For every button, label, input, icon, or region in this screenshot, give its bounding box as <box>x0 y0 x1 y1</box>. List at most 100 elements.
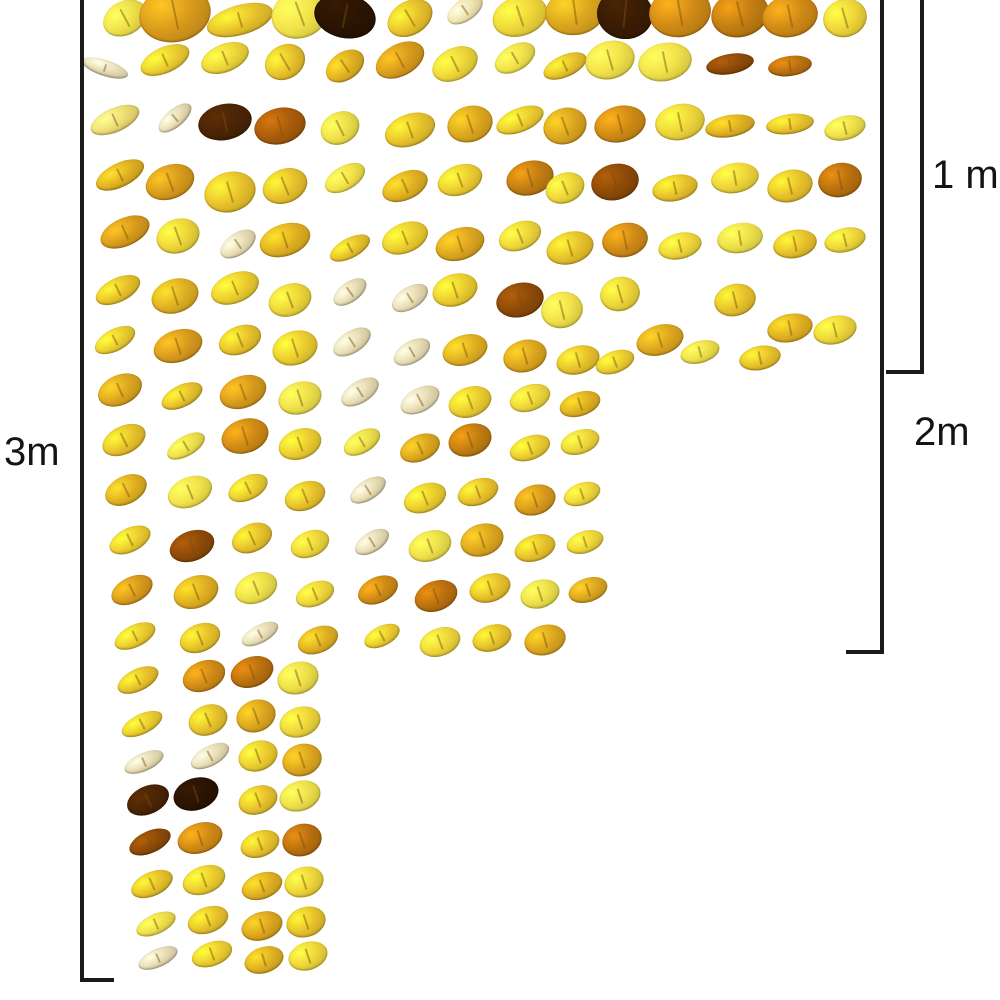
sequin-center-hole <box>178 390 186 402</box>
sequin-disc <box>710 279 760 321</box>
sequin-disc <box>565 572 611 608</box>
sequin-disc <box>539 46 591 86</box>
sequin-disc <box>499 334 551 378</box>
sequin-center-hole <box>566 239 574 257</box>
sequin-center-hole <box>200 872 208 888</box>
sequin-disc <box>273 656 323 700</box>
sequin-disc <box>736 341 784 375</box>
sequin-disc <box>557 424 603 460</box>
sequin-center-hole <box>456 235 464 253</box>
sequin-disc <box>86 98 144 142</box>
sequin-disc <box>516 574 564 614</box>
sequin-center-hole <box>206 750 214 762</box>
sequin-disc <box>286 524 334 564</box>
sequin-disc <box>151 212 205 260</box>
sequin-disc <box>766 53 814 79</box>
sequin-center-hole <box>119 432 129 448</box>
sequin-center-hole <box>516 228 524 244</box>
sequin-disc <box>169 771 223 817</box>
sequin-center-hole <box>837 170 843 190</box>
sequin-disc <box>763 164 817 208</box>
bracket-stem-vertical <box>920 0 924 374</box>
sequin-center-hole <box>577 397 583 411</box>
sequin-disc <box>758 0 822 43</box>
sequin-center-hole <box>489 630 495 646</box>
sequin-center-hole <box>121 482 131 498</box>
sequin-disc <box>237 906 287 946</box>
sequin-disc <box>157 376 207 416</box>
sequin-disc <box>92 366 148 414</box>
sequin-center-hole <box>426 537 434 555</box>
sequin-center-hole <box>111 113 119 127</box>
sequin-center-hole <box>461 341 469 359</box>
sequin-disc <box>280 475 330 517</box>
sequin-center-hole <box>622 0 628 29</box>
sequin-disc <box>163 469 217 515</box>
sequin-center-hole <box>364 484 372 496</box>
sequin-center-hole <box>536 586 544 602</box>
sequin-center-hole <box>456 171 464 189</box>
sequin-center-hole <box>786 4 794 28</box>
sequin-disc <box>714 219 766 257</box>
sequin-disc <box>238 616 282 652</box>
sequin-disc <box>387 278 433 318</box>
sequin-disc <box>293 620 343 660</box>
sequin-center-hole <box>138 718 146 730</box>
sequin-disc <box>708 159 762 197</box>
sequin-disc <box>592 344 638 380</box>
sequin-center-hole <box>121 224 129 240</box>
sequin-center-hole <box>291 338 299 358</box>
sequin-center-hole <box>119 9 131 27</box>
sequin-center-hole <box>575 352 581 368</box>
sequin-center-hole <box>401 229 409 247</box>
sequin-center-hole <box>612 355 618 369</box>
sequin-center-hole <box>606 49 614 71</box>
sequin-center-hole <box>737 229 743 247</box>
sequin-disc <box>328 272 372 312</box>
sequin-disc <box>97 417 151 463</box>
sequin-disc <box>291 575 339 613</box>
sequin-disc <box>594 0 656 42</box>
sequin-center-hole <box>787 320 793 336</box>
sequin-center-hole <box>302 913 310 931</box>
sequin-disc <box>90 319 140 361</box>
sequin-disc <box>651 99 709 145</box>
sequin-disc <box>117 705 167 743</box>
sequin-center-hole <box>298 831 306 849</box>
sequin-center-hole <box>532 540 538 556</box>
sequin-disc <box>563 525 607 559</box>
sequin-disc <box>258 36 312 88</box>
sequin-disc <box>91 152 149 198</box>
sequin-disc <box>377 215 433 261</box>
sequin-center-hole <box>408 346 416 358</box>
dimension-label-2m: 2m <box>914 410 970 454</box>
sequin-disc <box>275 701 325 743</box>
sequin-disc <box>199 165 261 219</box>
bracket-foot-bottom <box>80 978 114 982</box>
sequin-disc <box>596 272 644 316</box>
sequin-disc <box>122 778 174 822</box>
sequin-center-hole <box>301 488 309 504</box>
sequin-disc <box>135 941 181 975</box>
sequin-center-hole <box>378 630 386 642</box>
sequin-disc <box>442 0 488 31</box>
sequin-center-hole <box>832 322 838 338</box>
sequin-center-hole <box>148 877 156 891</box>
sequin-disc <box>183 698 233 742</box>
sequin-disc <box>183 900 233 940</box>
sequin-center-hole <box>236 332 244 348</box>
sequin-disc <box>492 99 548 141</box>
sequin-disc <box>590 100 650 148</box>
sequin-center-hole <box>466 393 474 411</box>
sequin-center-hole <box>161 53 169 67</box>
sequin-disc <box>465 568 515 608</box>
sequin-disc <box>444 417 496 463</box>
sequin-center-hole <box>222 111 228 132</box>
sequin-center-hole <box>174 226 182 246</box>
sequin-disc <box>505 378 555 418</box>
sequin-center-hole <box>155 953 161 963</box>
sequin-disc <box>325 228 375 268</box>
sequin-disc <box>468 619 516 657</box>
sequin-disc <box>267 324 323 372</box>
sequin-disc <box>133 0 217 49</box>
